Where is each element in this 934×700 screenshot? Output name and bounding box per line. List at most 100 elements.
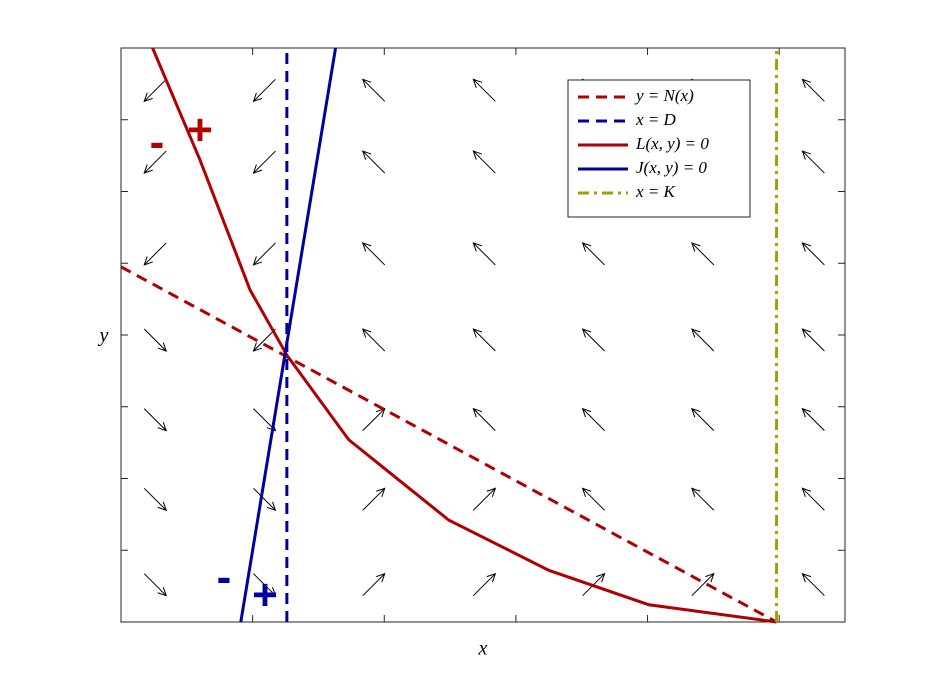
arrow-shaft <box>801 150 825 174</box>
arrow-shaft <box>362 407 386 432</box>
arrow-shaft <box>472 242 496 266</box>
arrow <box>361 150 386 174</box>
arrow-shaft <box>143 328 168 352</box>
arrow-shaft <box>253 487 277 512</box>
arrow <box>362 407 386 432</box>
arrow-shaft <box>472 572 497 597</box>
arrow-shaft <box>361 242 386 266</box>
series-line <box>239 47 338 623</box>
arrow-shaft <box>472 78 496 102</box>
arrow <box>691 242 715 266</box>
series-line <box>151 47 777 624</box>
arrow <box>472 242 496 266</box>
arrow <box>143 242 167 266</box>
arrow-shaft <box>472 407 496 432</box>
arrow-shaft <box>252 78 276 103</box>
arrow-shaft <box>801 407 825 432</box>
legend-box <box>567 79 751 218</box>
arrow-shaft <box>691 242 715 266</box>
arrow-shaft <box>801 328 825 352</box>
series-line <box>120 265 778 624</box>
legend: y = N(x) x = D L(x, y) = 0 J(x, y) = 0 x = K <box>567 79 751 218</box>
x-axis-label: x <box>478 638 488 660</box>
arrow-shaft <box>581 328 605 352</box>
arrow <box>691 572 715 597</box>
arrow-shaft <box>472 328 496 352</box>
arrow <box>252 242 276 266</box>
arrow <box>691 487 715 511</box>
arrow-shaft <box>801 572 825 597</box>
arrow <box>252 78 276 103</box>
arrow <box>472 572 497 597</box>
annotation: + <box>252 571 278 620</box>
arrow <box>472 78 496 102</box>
arrow <box>361 328 386 352</box>
arrow <box>253 573 277 597</box>
arrow <box>581 242 605 266</box>
arrow-shaft <box>362 572 386 597</box>
arrow-shaft <box>801 487 825 511</box>
arrow <box>691 328 715 352</box>
y-axis-label: y <box>98 325 109 347</box>
arrow <box>143 487 168 512</box>
arrow-shaft <box>801 242 825 266</box>
arrow <box>801 487 825 511</box>
legend-label: x = K <box>635 182 677 201</box>
arrow-shaft <box>252 328 276 352</box>
arrow-shaft <box>691 407 715 432</box>
arrow-shaft <box>801 78 825 102</box>
legend-label: x = D <box>635 110 677 129</box>
arrow <box>143 150 167 174</box>
arrow <box>143 328 168 352</box>
arrow-shaft <box>691 572 715 597</box>
arrow <box>143 78 167 103</box>
arrow-shaft <box>581 407 605 432</box>
arrow-shaft <box>143 150 167 174</box>
arrow <box>801 78 825 102</box>
arrow-shaft <box>581 487 605 511</box>
legend-label: y = N(x) <box>634 86 694 105</box>
arrow-shaft <box>581 242 605 266</box>
arrow <box>362 572 386 597</box>
arrow-shaft <box>252 150 276 174</box>
arrow <box>581 328 605 352</box>
arrow-shaft <box>472 487 497 511</box>
arrow-shaft <box>362 487 386 511</box>
arrow <box>472 150 496 174</box>
arrow <box>801 328 825 352</box>
arrow <box>253 487 277 512</box>
arrow-shaft <box>361 78 386 102</box>
arrow-shaft <box>361 328 386 352</box>
arrow <box>143 408 168 432</box>
arrow-shaft <box>143 573 168 597</box>
arrow-shaft <box>472 150 496 174</box>
arrow <box>361 242 386 266</box>
arrow <box>801 242 825 266</box>
arrow <box>801 407 825 432</box>
arrow <box>581 407 605 432</box>
arrow <box>361 78 386 102</box>
arrow <box>252 328 276 352</box>
legend-label: L(x, y) = 0 <box>635 134 709 153</box>
arrow <box>581 487 605 511</box>
arrow <box>472 407 496 432</box>
arrow <box>252 150 276 174</box>
arrow-shaft <box>143 78 167 103</box>
arrow-shaft <box>252 242 276 266</box>
arrow <box>472 328 496 352</box>
arrow-shaft <box>361 150 386 174</box>
arrow <box>143 573 168 597</box>
arrow-shaft <box>143 408 168 432</box>
annotation: + <box>187 106 213 155</box>
annotation: - <box>150 118 165 167</box>
arrow-shaft <box>691 487 715 511</box>
arrow <box>362 487 386 511</box>
arrow-shaft <box>691 328 715 352</box>
arrow <box>691 407 715 432</box>
arrow-shaft <box>143 487 168 512</box>
legend-label: J(x, y) = 0 <box>636 158 707 177</box>
arrow-shaft <box>143 242 167 266</box>
arrow <box>801 150 825 174</box>
arrow <box>472 487 497 511</box>
